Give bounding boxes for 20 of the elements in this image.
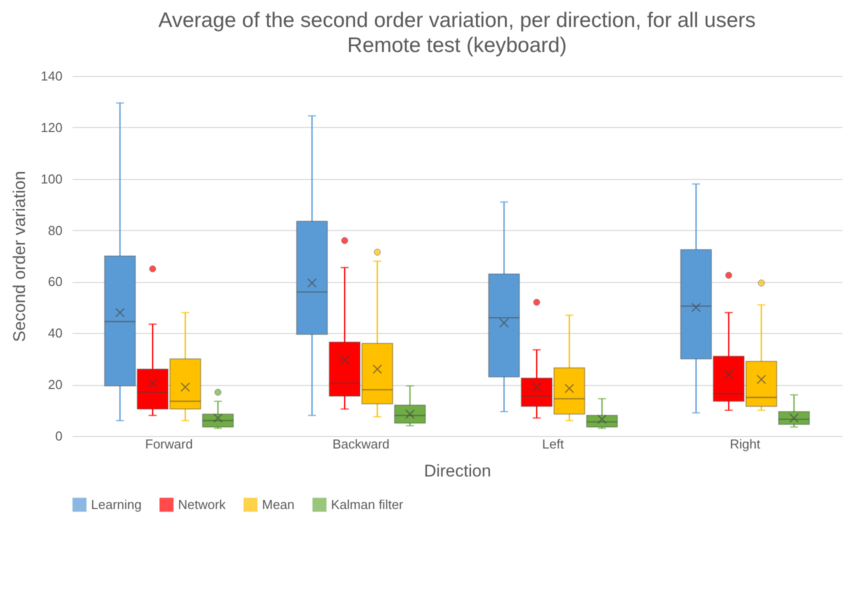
legend-label: Mean (262, 496, 295, 512)
y-tick-label: 20 (48, 377, 62, 392)
y-tick-label: 60 (48, 274, 62, 290)
x-tick-label: Right (730, 436, 761, 452)
x-axis-title: Direction (424, 462, 492, 480)
chart-title: Average of the second order variation, per direction, for all users (158, 9, 756, 32)
x-tick-label: Backward (332, 436, 390, 452)
y-axis-title: Second order variation (10, 170, 29, 342)
chart-subtitle: Remote test (keyboard) (347, 34, 567, 57)
legend-label: Network (178, 496, 226, 512)
legend-label: Kalman filter (331, 496, 404, 512)
y-tick-label: 120 (40, 120, 62, 135)
y-tick-label: 80 (48, 222, 62, 238)
y-tick-label: 0 (55, 428, 62, 444)
y-tick-label: 140 (40, 68, 62, 84)
y-tick-label: 100 (40, 171, 62, 186)
x-tick-label: Forward (145, 436, 193, 452)
y-tick-label: 40 (48, 326, 62, 341)
x-tick-label: Left (542, 436, 564, 452)
legend-label: Learning (91, 496, 142, 512)
